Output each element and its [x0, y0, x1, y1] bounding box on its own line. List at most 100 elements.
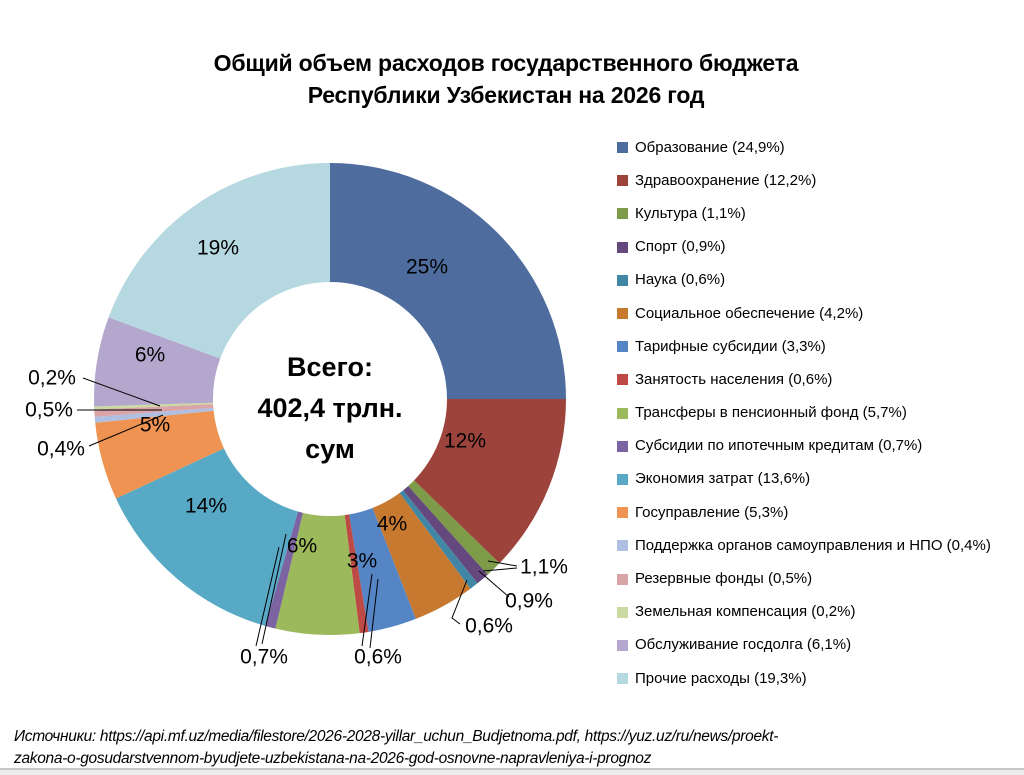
data-label: 6% — [287, 535, 317, 558]
legend-item-12: Поддержка органов самоуправления и НПО (… — [617, 529, 991, 562]
legend-label: Резервные фонды (0,5%) — [635, 570, 813, 588]
pie-slice-14: Земельная компенсация (0,2%) — [94, 402, 214, 410]
legend-item-0: Образование (24,9%) — [617, 131, 991, 164]
chart-title-line1: Общий объем расходов государственного бю… — [213, 50, 799, 76]
legend-swatch — [617, 308, 628, 320]
pie-slice-11: Госуправление (5,3%) — [95, 410, 224, 499]
data-label: 19% — [197, 237, 239, 260]
leader-line — [487, 560, 518, 567]
pie-slice-7: Занятость населения (0,6%) — [344, 514, 369, 634]
legend-swatch — [617, 175, 628, 187]
chart-title: Общий объем расходов государственного бю… — [0, 47, 1012, 111]
pie-slice-2: Культура (1,1%) — [408, 480, 500, 575]
data-label: 14% — [185, 495, 227, 518]
legend-label: Прочие расходы (19,3%) — [635, 669, 807, 687]
legend-item-5: Социальное обеспечение (4,2%) — [617, 297, 991, 330]
data-label: 0,2% — [28, 367, 76, 390]
pie-slice-8: Трансферы в пенсионный фонд (5,7%) — [275, 512, 360, 635]
legend-swatch — [617, 606, 628, 618]
legend-label: Занятость населения (0,6%) — [635, 370, 833, 388]
pie-slice-10: Экономия затрат (13,6%) — [116, 448, 298, 626]
leader-line — [82, 377, 161, 407]
pie-slice-12: Поддержка органов самоуправления и НПО (… — [94, 407, 214, 423]
legend-item-3: Спорт (0,9%) — [617, 231, 991, 264]
window-bottom-edge — [0, 768, 1024, 775]
legend-item-16: Прочие расходы (19,3%) — [617, 662, 991, 695]
data-label: 0,6% — [465, 615, 513, 638]
pie-slice-15: Обслуживание госдолга (6,1%) — [94, 317, 221, 407]
leader-line — [482, 567, 518, 572]
data-label: 0,4% — [37, 438, 85, 461]
data-label: 0,6% — [354, 646, 402, 669]
legend-item-1: Здравоохранение (12,2%) — [617, 164, 991, 197]
data-label: 0,9% — [505, 590, 553, 613]
legend-item-15: Обслуживание госдолга (6,1%) — [617, 629, 991, 662]
legend-label: Обслуживание госдолга (6,1%) — [635, 636, 852, 654]
data-label: 0,7% — [240, 646, 288, 669]
pie-slice-13: Резервные фонды (0,5%) — [94, 404, 214, 417]
leader-line — [261, 533, 287, 645]
pie-slice-3: Спорт (0,9%) — [403, 486, 488, 584]
legend-swatch — [617, 341, 628, 353]
legend-label: Спорт (0,9%) — [635, 238, 726, 256]
data-label: 5% — [140, 414, 170, 437]
data-label: 6% — [135, 344, 165, 367]
data-label: 3% — [347, 550, 377, 573]
legend-swatch — [617, 673, 628, 685]
leader-line — [255, 546, 280, 647]
legend-swatch — [617, 440, 628, 452]
chart-title-line2: Республики Узбекистан на 2026 год — [307, 82, 705, 108]
data-label: 4% — [377, 513, 407, 536]
legend-item-13: Резервные фонды (0,5%) — [617, 562, 991, 595]
legend-label: Земельная компенсация (0,2%) — [635, 603, 856, 621]
legend-swatch — [617, 473, 628, 485]
legend-label: Культура (1,1%) — [635, 204, 746, 222]
pie-slice-4: Наука (0,6%) — [399, 490, 478, 589]
leader-line — [451, 579, 468, 625]
legend-label: Экономия затрат (13,6%) — [635, 470, 811, 488]
legend-swatch — [617, 507, 628, 519]
legend-item-4: Наука (0,6%) — [617, 264, 991, 297]
data-label: 25% — [406, 256, 448, 279]
source-note-line2: zakona-o-gosudarstvennom-byudjete-uzbeki… — [14, 750, 652, 767]
pie-slice-6: Тарифные субсидии (3,3%) — [349, 507, 416, 632]
source-note: Источники: https://api.mf.uz/media/files… — [14, 726, 1004, 770]
legend-label: Госуправление (5,3%) — [635, 503, 789, 521]
legend-item-14: Земельная компенсация (0,2%) — [617, 596, 991, 629]
center-label-line2: 402,4 трлн. — [257, 393, 403, 423]
legend-label: Образование (24,9%) — [635, 138, 785, 156]
pie-slice-0: Образование (24,9%) — [330, 163, 566, 399]
legend-swatch — [617, 573, 628, 585]
pie-slice-9: Субсидии по ипотечным кредитам (0,7%) — [265, 511, 303, 629]
legend-item-2: Культура (1,1%) — [617, 197, 991, 230]
leader-line — [369, 578, 379, 649]
legend-swatch — [617, 407, 628, 419]
legend-label: Тарифные субсидии (3,3%) — [635, 337, 826, 355]
legend-label: Здравоохранение (12,2%) — [635, 171, 817, 189]
pie-slice-16: Прочие расходы (19,3%) — [108, 163, 330, 359]
center-label-line3: сум — [305, 434, 355, 464]
legend-label: Субсидии по ипотечным кредитам (0,7%) — [635, 437, 923, 455]
legend-label: Трансферы в пенсионный фонд (5,7%) — [635, 404, 907, 422]
legend-swatch — [617, 142, 628, 154]
chart-legend: Образование (24,9%) Здравоохранение (12,2… — [617, 131, 991, 695]
legend-item-11: Госуправление (5,3%) — [617, 496, 991, 529]
legend-item-8: Трансферы в пенсионный фонд (5,7%) — [617, 397, 991, 430]
pie-slice-5: Социальное обеспечение (4,2%) — [372, 493, 471, 619]
legend-label: Поддержка органов самоуправления и НПО (… — [635, 536, 991, 554]
pie-slice-1: Здравоохранение (12,2%) — [414, 399, 566, 564]
legend-item-9: Субсидии по ипотечным кредитам (0,7%) — [617, 430, 991, 463]
source-note-line1: Источники: https://api.mf.uz/media/files… — [14, 728, 779, 745]
legend-swatch — [617, 208, 628, 220]
leader-line — [361, 573, 373, 647]
data-label: 1,1% — [520, 556, 568, 579]
data-label: 12% — [444, 430, 486, 453]
legend-swatch — [617, 639, 628, 651]
legend-swatch — [617, 241, 628, 253]
center-label-line1: Всего: — [287, 352, 373, 382]
leader-line — [88, 414, 164, 447]
legend-item-6: Тарифные субсидии (3,3%) — [617, 330, 991, 363]
legend-swatch — [617, 274, 628, 286]
